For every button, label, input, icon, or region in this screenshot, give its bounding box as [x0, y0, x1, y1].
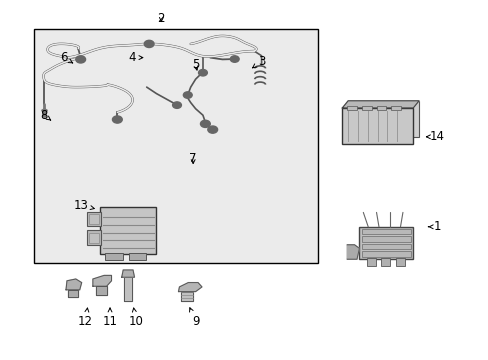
- Bar: [347, 101, 418, 137]
- Bar: [88, 233, 99, 243]
- Bar: [105, 253, 122, 260]
- Circle shape: [200, 120, 210, 127]
- Bar: [395, 258, 404, 266]
- Bar: [88, 214, 99, 224]
- Text: 7: 7: [189, 152, 197, 165]
- Bar: [86, 212, 101, 226]
- Polygon shape: [346, 245, 359, 259]
- Text: 8: 8: [40, 109, 51, 122]
- Bar: [128, 253, 146, 260]
- Bar: [361, 106, 371, 110]
- Bar: [381, 258, 389, 266]
- Text: 4: 4: [128, 51, 142, 64]
- Circle shape: [230, 56, 239, 62]
- Text: 2: 2: [157, 12, 165, 24]
- Bar: [34, 29, 317, 263]
- Circle shape: [144, 40, 154, 48]
- Circle shape: [198, 69, 207, 76]
- Polygon shape: [68, 290, 78, 297]
- Text: 6: 6: [60, 51, 73, 64]
- Polygon shape: [96, 286, 106, 295]
- Polygon shape: [66, 279, 81, 290]
- Bar: [359, 227, 412, 259]
- Polygon shape: [181, 292, 193, 301]
- Text: 1: 1: [427, 220, 441, 233]
- Circle shape: [183, 92, 192, 98]
- Polygon shape: [342, 101, 418, 108]
- Bar: [100, 207, 156, 254]
- Text: 13: 13: [73, 199, 94, 212]
- Text: 5: 5: [191, 58, 199, 71]
- Bar: [390, 106, 400, 110]
- Bar: [361, 251, 410, 257]
- Bar: [342, 108, 412, 144]
- Text: 12: 12: [78, 308, 93, 328]
- Circle shape: [172, 102, 181, 108]
- Text: 9: 9: [189, 308, 199, 328]
- Polygon shape: [122, 270, 134, 277]
- Text: 14: 14: [426, 130, 444, 143]
- Polygon shape: [124, 277, 132, 301]
- Bar: [361, 236, 410, 242]
- Bar: [361, 229, 410, 234]
- Bar: [86, 230, 101, 245]
- Bar: [346, 106, 356, 110]
- Bar: [361, 244, 410, 249]
- Circle shape: [112, 116, 122, 123]
- Circle shape: [207, 126, 217, 133]
- Bar: [366, 258, 375, 266]
- Polygon shape: [178, 283, 202, 292]
- Polygon shape: [93, 275, 111, 286]
- Bar: [376, 106, 386, 110]
- Text: 11: 11: [102, 308, 117, 328]
- Text: 10: 10: [128, 308, 143, 328]
- Circle shape: [76, 56, 85, 63]
- Text: 3: 3: [252, 55, 265, 68]
